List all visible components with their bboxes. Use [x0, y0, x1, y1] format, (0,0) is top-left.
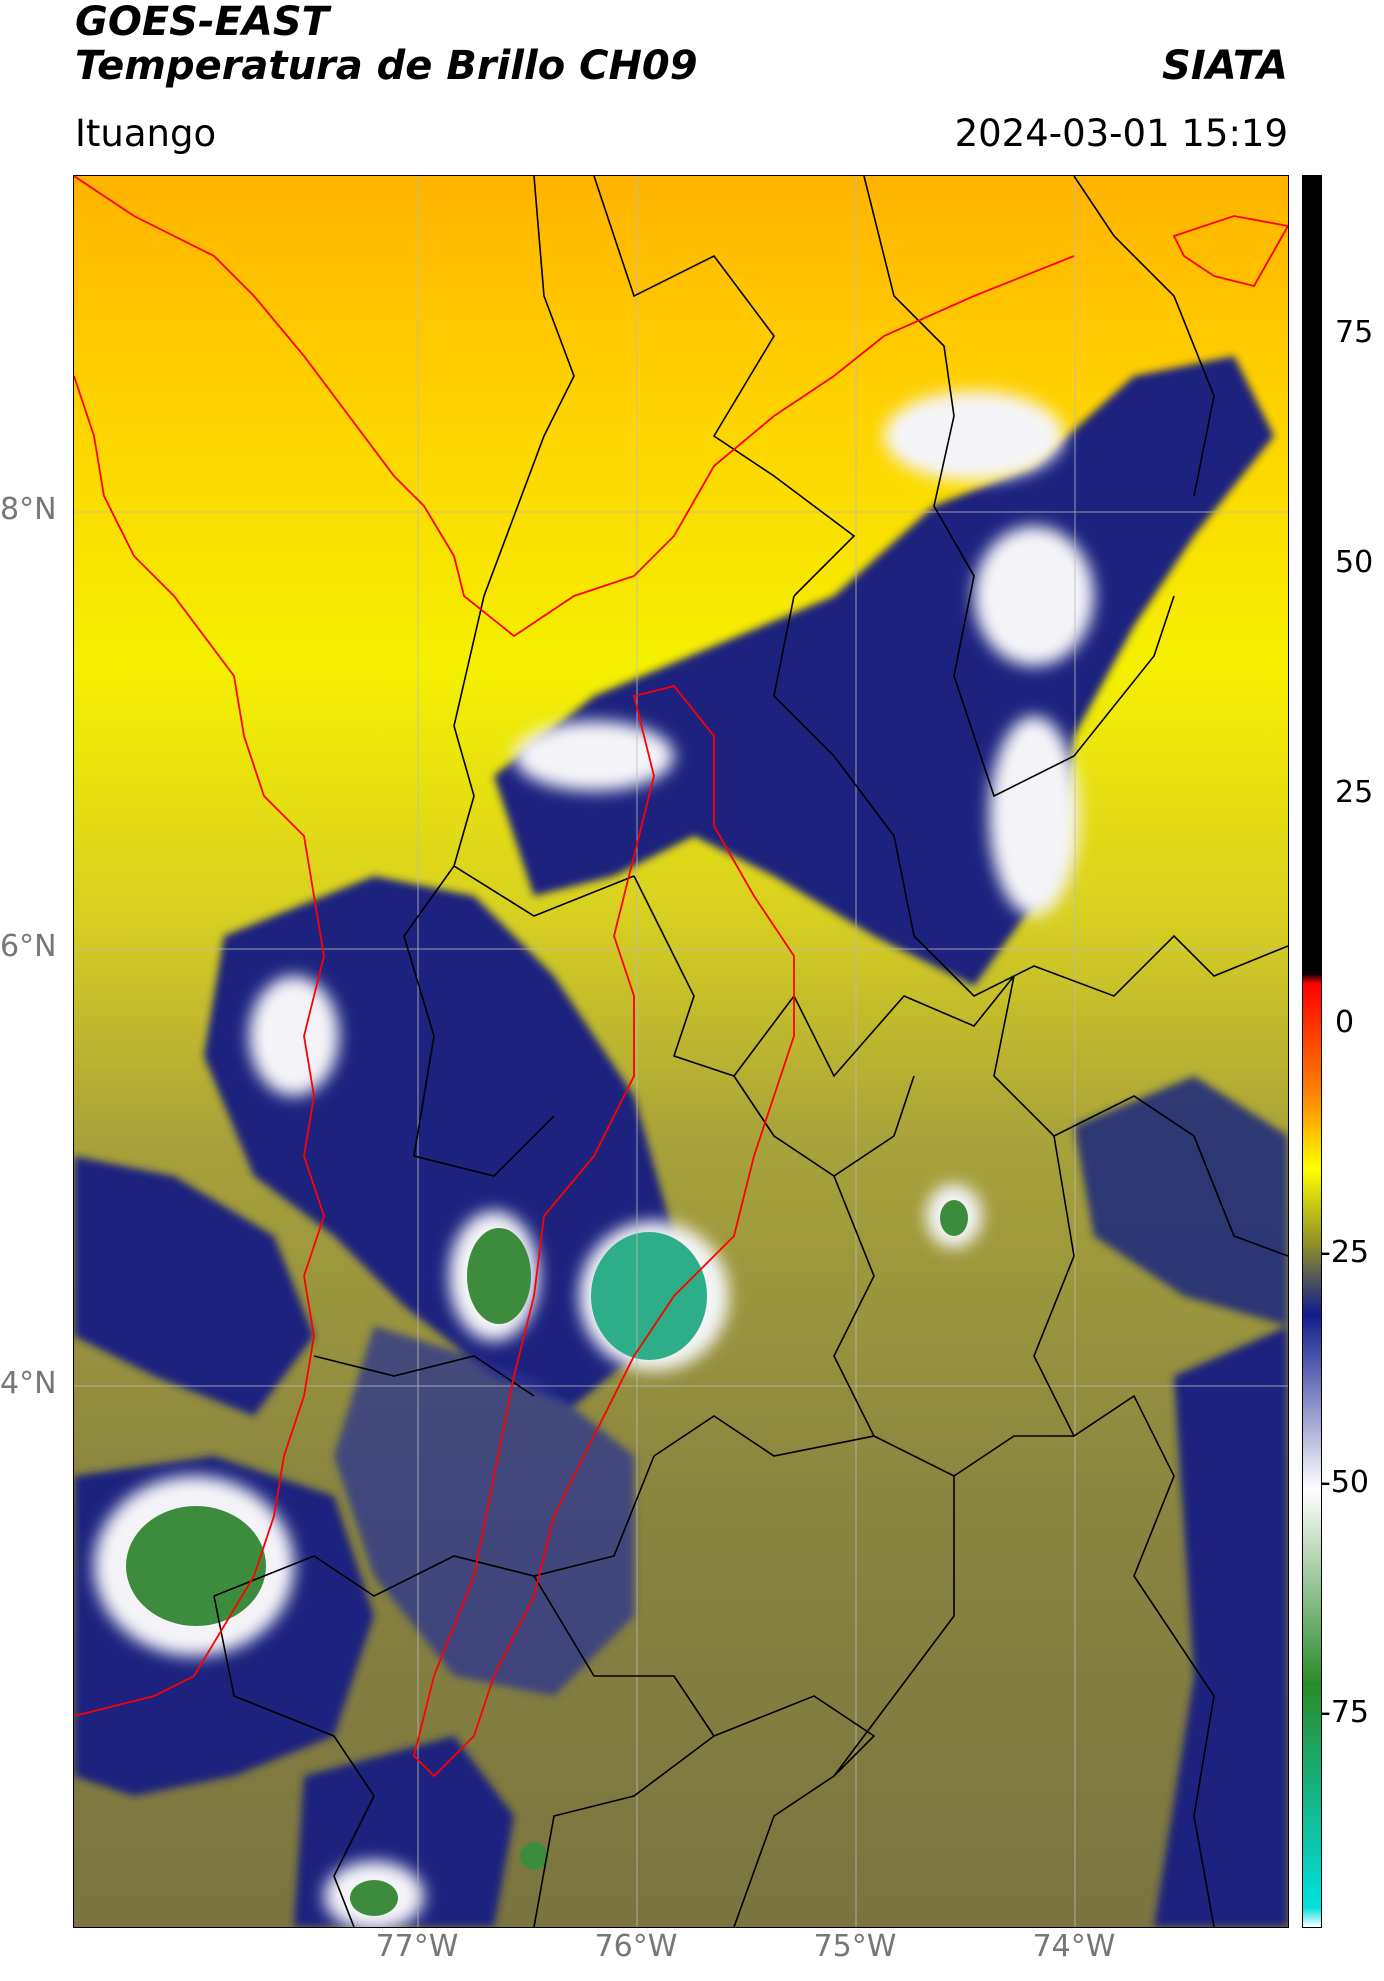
cbar-tick-0: 0	[1335, 1005, 1355, 1040]
satellite-map	[73, 175, 1289, 1928]
lon-tick-76w: 76°W	[594, 1929, 678, 1964]
lat-tick-8n: 8°N	[0, 492, 57, 527]
white-core-4	[989, 716, 1079, 916]
coastline-pacific	[74, 1575, 255, 1717]
cbar-tick-25: 25	[1335, 775, 1374, 810]
cold-tops	[126, 1200, 968, 1916]
lon-tick-77w: 77°W	[375, 1929, 459, 1964]
white-core-5	[249, 976, 339, 1096]
colorbar-fill	[1303, 176, 1321, 1927]
cold-top-5	[350, 1880, 398, 1916]
white-core-2	[974, 526, 1094, 666]
coastline-darien	[74, 375, 325, 1577]
white-core-1	[884, 391, 1064, 481]
ituango-region	[413, 684, 795, 1778]
cloud-band-southwest	[74, 1156, 314, 1416]
cbar-tick-50: 50	[1335, 545, 1374, 580]
cold-top-2	[591, 1232, 707, 1360]
lat-tick-4n: 4°N	[0, 1366, 57, 1401]
lat-tick-6n: 6°N	[0, 929, 57, 964]
coastline-north	[74, 176, 1075, 638]
lake-border	[1172, 215, 1288, 288]
location-label: Ituango	[75, 112, 217, 155]
datetime-label: 2024-03-01 15:19	[954, 112, 1288, 155]
map-canvas	[74, 176, 1288, 1927]
white-core-3	[514, 721, 674, 791]
title-channel: Temperatura de Brillo CH09	[75, 43, 698, 89]
cold-top-6	[520, 1842, 548, 1870]
org-label: SIATA	[1162, 43, 1288, 89]
cbar-tick-minus50: -50	[1320, 1465, 1369, 1500]
lon-tick-74w: 74°W	[1032, 1929, 1116, 1964]
colorbar	[1302, 175, 1322, 1928]
cbar-tick-minus25: -25	[1320, 1235, 1369, 1270]
cold-top-1	[467, 1228, 531, 1324]
cbar-tick-75: 75	[1335, 315, 1374, 350]
cold-top-4	[940, 1200, 968, 1236]
cbar-tick-minus75: -75	[1320, 1695, 1369, 1730]
cloud-band-center-south	[334, 1326, 634, 1696]
cloud-band-east-mid	[1074, 1076, 1288, 1326]
title-goes-east: GOES-EAST	[75, 0, 329, 45]
national-borders	[74, 176, 1288, 1778]
cold-top-3	[126, 1506, 266, 1626]
admin-borders	[213, 176, 1288, 1927]
cloud-band-east	[1154, 1326, 1288, 1927]
cloud-band-north	[494, 356, 1274, 986]
lon-tick-75w: 75°W	[813, 1929, 897, 1964]
colorbar-gradient	[1303, 176, 1321, 1927]
